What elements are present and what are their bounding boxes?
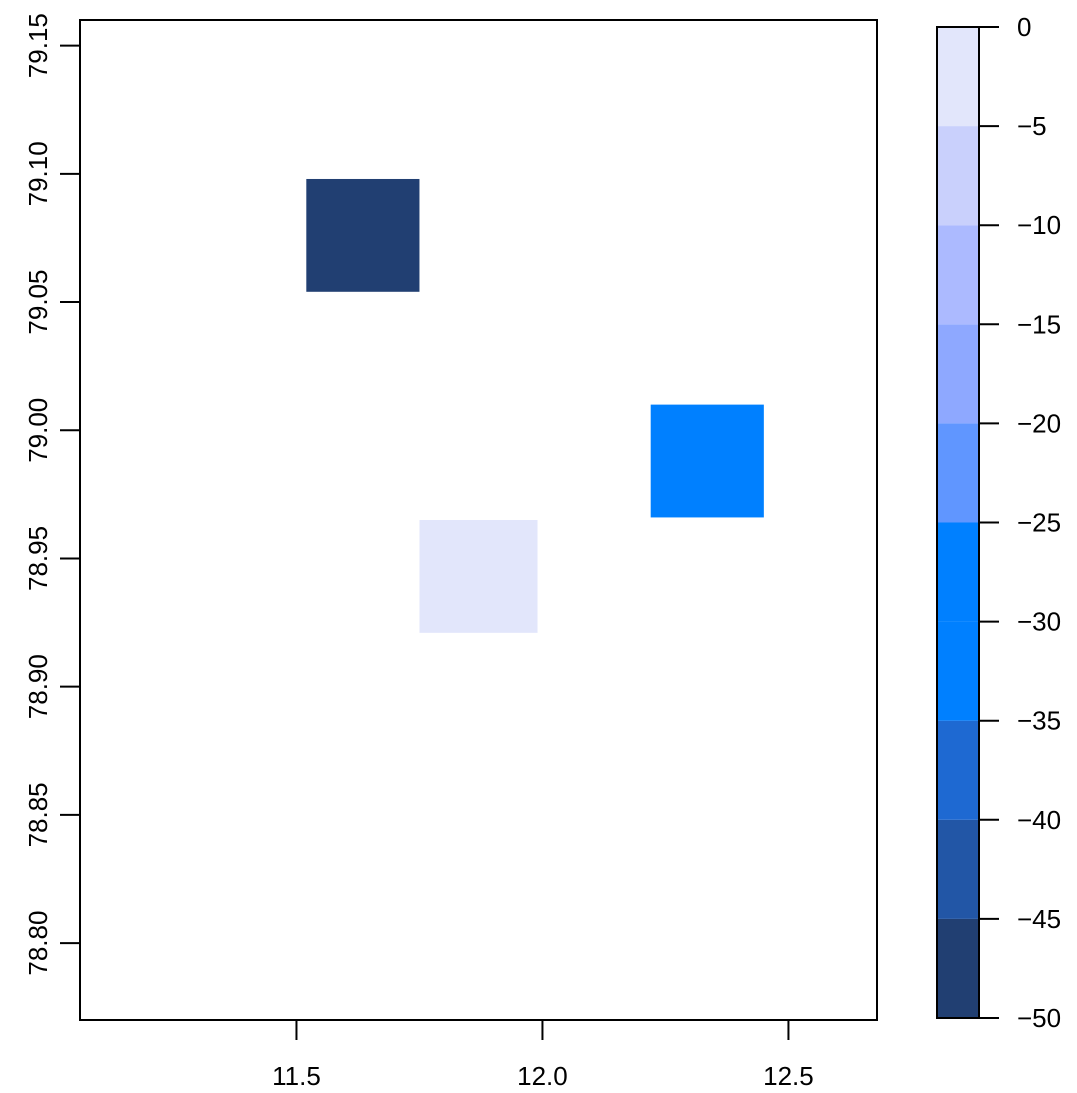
colorbar-tick-label: −20 <box>1017 408 1061 438</box>
colorbar-bin <box>937 918 979 1018</box>
colorbar-bin <box>937 819 979 919</box>
colorbar-tick-label: −5 <box>1017 111 1047 141</box>
colorbar-tick-label: −10 <box>1017 210 1061 240</box>
y-axis: 78.80 78.85 78.90 78.95 79.00 79.05 79.10 79.15 <box>23 13 81 976</box>
y-tick-label: 79.00 <box>23 398 53 463</box>
x-axis: 11.5 12.0 12.5 <box>272 1019 814 1091</box>
x-tick-label: 12.0 <box>517 1061 568 1091</box>
y-tick-label: 78.85 <box>23 782 53 847</box>
colorbar-bin <box>937 27 979 127</box>
y-tick-label: 79.05 <box>23 270 53 335</box>
colorbar-bin <box>937 225 979 325</box>
heatmap-cell <box>650 404 764 518</box>
y-tick-label: 79.10 <box>23 141 53 206</box>
colorbar-bin <box>937 720 979 820</box>
heatmap-cells <box>306 178 764 633</box>
colorbar-tick-label: −35 <box>1017 706 1061 736</box>
heatmap-cell <box>419 520 538 633</box>
y-tick-label: 79.15 <box>23 13 53 78</box>
heatmap-cell <box>306 178 420 292</box>
colorbar-bin <box>937 522 979 622</box>
colorbar-tick-label: −50 <box>1017 1003 1061 1033</box>
colorbar-tick-label: −40 <box>1017 805 1061 835</box>
y-tick-label: 78.95 <box>23 526 53 591</box>
y-tick-label: 78.80 <box>23 911 53 976</box>
colorbar-tick-label: −45 <box>1017 904 1061 934</box>
x-tick-label: 12.5 <box>763 1061 814 1091</box>
colorbar-bin <box>937 423 979 523</box>
colorbar-bin <box>937 324 979 424</box>
x-tick-label: 11.5 <box>272 1061 321 1091</box>
colorbar-tick-label: −25 <box>1017 508 1061 538</box>
colorbar-bin <box>937 126 979 226</box>
colorbar-bin <box>937 621 979 721</box>
colorbar-tick-label: 0 <box>1017 12 1031 42</box>
colorbar: 0 −5 −10 −15 −20 −25 −30 −35 −40 −45 −50 <box>936 12 1061 1033</box>
colorbar-tick-label: −15 <box>1017 309 1061 339</box>
colorbar-tick-label: −30 <box>1017 607 1061 637</box>
y-tick-label: 78.90 <box>23 654 53 719</box>
